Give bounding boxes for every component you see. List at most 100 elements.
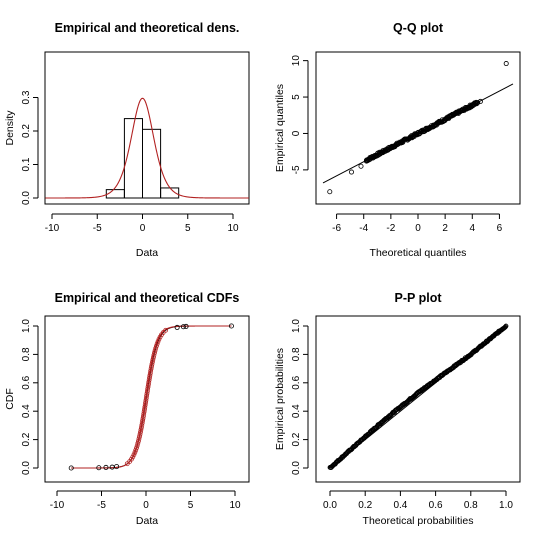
cdf-title: Empirical and theoretical CDFs (55, 291, 240, 305)
cdf-point (68, 465, 74, 471)
x-tick-label: -2 (386, 223, 395, 234)
qq-title: Q-Q plot (393, 21, 444, 35)
x-tick-label: 0.8 (464, 500, 478, 511)
pp-xlabel: Theoretical probabilities (363, 515, 474, 527)
qq-points (327, 61, 509, 195)
cdf-frame (44, 315, 250, 483)
x-tick-label: -5 (93, 223, 102, 234)
cdf-point (149, 361, 155, 367)
y-tick-label: 0.2 (21, 432, 32, 446)
cdf-point (131, 452, 137, 458)
pp-frame (315, 315, 521, 483)
qq-point (503, 61, 509, 67)
density-frame (44, 51, 250, 205)
cdf-point (151, 352, 157, 358)
density-ylabel: Density (4, 110, 16, 146)
cdf-empirical-curve (71, 325, 232, 469)
qq-frame (315, 51, 521, 205)
pp-point (503, 324, 508, 330)
qq-point (477, 98, 483, 104)
cdf-point (141, 409, 147, 415)
density-bars (105, 118, 180, 199)
cdf-xlabel: Data (136, 515, 158, 527)
x-tick-label: 0 (415, 223, 421, 234)
cdf-point (163, 327, 169, 333)
cdf-point (103, 464, 109, 470)
pp-point (502, 324, 508, 330)
cdf-point (144, 388, 150, 394)
cdf-point (146, 379, 152, 385)
x-tick-label: -6 (332, 223, 341, 234)
cdf-point (146, 377, 152, 383)
y-tick-label: 0.2 (21, 124, 32, 138)
cdf-point (150, 355, 156, 360)
cdf-ylabel: CDF (4, 388, 16, 410)
cdf-point (138, 427, 144, 433)
cdf-point (183, 323, 189, 329)
cdf-point (130, 454, 136, 460)
x-tick-label: 0.0 (323, 500, 337, 511)
cdf-point (155, 339, 161, 344)
cdf-point (141, 411, 147, 417)
cdf-point (135, 440, 141, 446)
cdf-point (144, 391, 150, 397)
cdf-point (228, 323, 234, 329)
density-xlabel: Data (136, 247, 158, 259)
y-tick-label: 1.0 (21, 319, 32, 333)
y-tick-label: 0.8 (21, 347, 32, 361)
qq-ylabel: Empirical quantiles (274, 84, 286, 172)
cdf-point (142, 402, 148, 408)
y-tick-label: 0.6 (21, 375, 32, 389)
qq-point (358, 163, 364, 169)
y-tick-label: 0.4 (21, 404, 32, 418)
y-tick-label: 0 (291, 130, 302, 136)
qq-point (348, 169, 354, 175)
cdf-panel: Empirical and theoretical CDFs Data CDF … (4, 291, 250, 527)
qq-point (475, 100, 481, 106)
density-theoretical-curve (45, 97, 249, 199)
cdf-point (152, 350, 157, 356)
pp-title: P-P plot (395, 291, 443, 305)
y-tick-label: -5 (291, 165, 302, 174)
cdf-point (137, 431, 143, 437)
cdf-point (132, 450, 138, 455)
x-tick-label: -5 (97, 500, 106, 511)
cdf-point (138, 429, 143, 435)
y-tick-label: 5 (291, 94, 302, 100)
y-tick-label: 0.2 (291, 432, 302, 446)
cdf-axes: -10 -5 0 5 10 0.0 0.2 0.4 0.6 0.8 1.0 (21, 319, 241, 511)
cdf-point (137, 434, 142, 439)
cdf-point (180, 324, 186, 330)
cdf-point (143, 395, 149, 401)
cdf-point (142, 407, 147, 412)
cdf-point (138, 425, 144, 430)
cdf-point (153, 343, 159, 349)
cdf-point (140, 413, 146, 419)
cdf-point (136, 436, 142, 442)
cdf-point (149, 364, 154, 369)
cdf-point (145, 386, 151, 392)
cdf-point (142, 404, 148, 410)
cdf-point (133, 447, 139, 453)
cdf-point (114, 464, 120, 470)
x-tick-label: 0.2 (358, 500, 372, 511)
y-tick-label: 0.3 (21, 90, 32, 104)
y-tick-label: 0.0 (291, 461, 302, 475)
qq-panel: Q-Q plot Theoretical quantiles Empirical… (274, 21, 521, 259)
x-tick-label: 0 (140, 223, 146, 234)
cdf-point (148, 368, 154, 374)
y-tick-label: 1.0 (291, 319, 302, 333)
cdf-point (140, 416, 146, 421)
x-tick-label: 2 (442, 223, 448, 234)
cdf-point (147, 373, 153, 378)
cdf-theoretical-curve (71, 325, 232, 469)
density-axes: -10 -5 0 5 10 0.0 0.1 0.2 0.3 (21, 90, 239, 234)
y-tick-label: 0.1 (21, 157, 32, 171)
qq-point (363, 158, 369, 164)
y-tick-label: 0.6 (291, 375, 302, 389)
pp-axes: 0.0 0.2 0.4 0.6 0.8 1.0 0.0 0.2 0.4 0.6 0.8 1.0 (291, 319, 513, 511)
cdf-point (139, 422, 145, 428)
x-tick-label: 10 (227, 223, 239, 234)
cdf-point (145, 382, 151, 387)
